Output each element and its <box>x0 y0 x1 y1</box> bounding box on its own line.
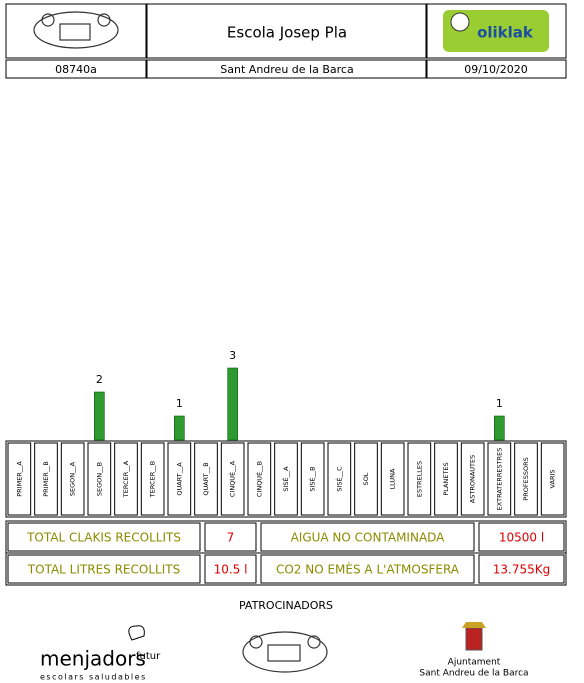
category-cell <box>300 442 325 516</box>
totals-text: TOTAL CLAKIS RECOLLITS <box>26 531 181 545</box>
logo-text: oliklak <box>477 24 534 42</box>
totals-cell <box>260 522 475 552</box>
totals-cell <box>478 554 565 584</box>
totals-cell <box>260 554 475 584</box>
totals-cell <box>7 554 201 584</box>
kids-illustration <box>33 11 119 49</box>
category-cell <box>434 442 458 516</box>
totals-cell <box>7 522 201 552</box>
sponsors-title: PATROCINADORS <box>239 599 333 612</box>
date: 09/10/2020 <box>464 63 527 76</box>
category-label: CINQUÈ__A <box>228 460 237 497</box>
oliklak-logo: oliklak <box>443 10 549 52</box>
category-label: EXTRATERRESTRES <box>495 448 503 511</box>
category-label: ESTRELLES <box>415 461 423 497</box>
totals-cell <box>204 554 257 584</box>
council-line1: Ajuntament <box>448 658 501 668</box>
sponsor-sub: futur <box>136 651 161 662</box>
header-cell <box>426 59 567 79</box>
category-cell <box>540 442 565 516</box>
category-label: PRIMER__B <box>42 461 50 497</box>
totals-text: 10.5 l <box>214 563 248 577</box>
category-label: PROFESSORS <box>522 457 530 500</box>
sponsor-name: menjadors <box>40 647 146 671</box>
category-label: TERCER__B <box>149 461 157 498</box>
totals-text: 13.755Kg <box>493 563 550 577</box>
category-cell <box>7 442 32 516</box>
coat-of-arms <box>462 622 486 651</box>
category-cell <box>487 442 512 516</box>
bar <box>227 367 238 441</box>
totals-text: CO2 NO EMÈS A L'ATMOSFERA <box>276 562 460 577</box>
category-label: SOL <box>362 472 370 485</box>
category-cell <box>167 442 192 516</box>
category-label: SISÈ__B <box>308 466 317 491</box>
apple-icon <box>128 625 145 641</box>
totals-text: TOTAL LITRES RECOLLITS <box>27 563 180 577</box>
bar-value-label: 1 <box>496 397 503 410</box>
category-label: LLUNA <box>389 468 397 490</box>
header-cell <box>5 59 147 79</box>
category-label: SEGON__A <box>69 461 77 496</box>
category-label: QUART__A <box>175 462 183 496</box>
totals-table: TOTAL CLAKIS RECOLLITS 7 AIGUA NO CONTAMIN… <box>5 520 567 586</box>
category-cell <box>140 442 165 516</box>
totals-cell <box>478 522 565 552</box>
category-label: SEGON__B <box>95 462 103 496</box>
category-label: SISÈ__C <box>334 466 343 492</box>
category-label: ASTRONAUTES <box>469 455 477 503</box>
category-label: PRIMER__A <box>15 461 23 497</box>
category-cell <box>354 442 378 516</box>
header-cell <box>5 3 147 59</box>
category-label: CINQUÈ__B <box>254 461 263 497</box>
town: Sant Andreu de la Barca <box>220 63 353 76</box>
category-cell <box>60 442 85 516</box>
category-cell <box>460 442 485 516</box>
category-cell <box>247 442 272 516</box>
sponsor-tag: escolars saludables <box>40 673 147 682</box>
category-cell <box>327 442 352 516</box>
bar-value-label: 3 <box>229 349 236 362</box>
kids-illustration <box>242 631 328 673</box>
category-label: PLANETES <box>442 462 450 495</box>
totals-text: 7 <box>227 531 235 545</box>
category-cell <box>407 442 432 516</box>
category-cell <box>34 442 58 516</box>
bar <box>94 391 105 441</box>
council-line2: Sant Andreu de la Barca <box>419 669 528 679</box>
bar-value-label: 1 <box>176 397 183 410</box>
bar <box>174 415 185 441</box>
category-cell <box>114 442 138 516</box>
category-label: VARIS <box>549 469 557 488</box>
bar-value-label: 2 <box>96 373 103 386</box>
category-cell <box>380 442 405 516</box>
bar <box>494 415 505 441</box>
category-cell <box>220 442 245 516</box>
header-cell <box>146 59 427 79</box>
category-label: TERCER__A <box>122 460 130 498</box>
totals-text: AIGUA NO CONTAMINADA <box>291 531 446 545</box>
category-cell <box>87 442 112 516</box>
category-label: SISÈ__A <box>281 466 290 492</box>
category-label: QUART__B <box>202 462 210 495</box>
category-cell <box>514 442 538 516</box>
header-cell <box>146 3 427 59</box>
totals-text: 10500 l <box>499 531 544 545</box>
school-name: Escola Josep Pla <box>227 24 347 42</box>
code: 08740a <box>55 63 97 76</box>
totals-cell <box>204 522 257 552</box>
category-cell <box>274 442 298 516</box>
category-cell <box>194 442 218 516</box>
